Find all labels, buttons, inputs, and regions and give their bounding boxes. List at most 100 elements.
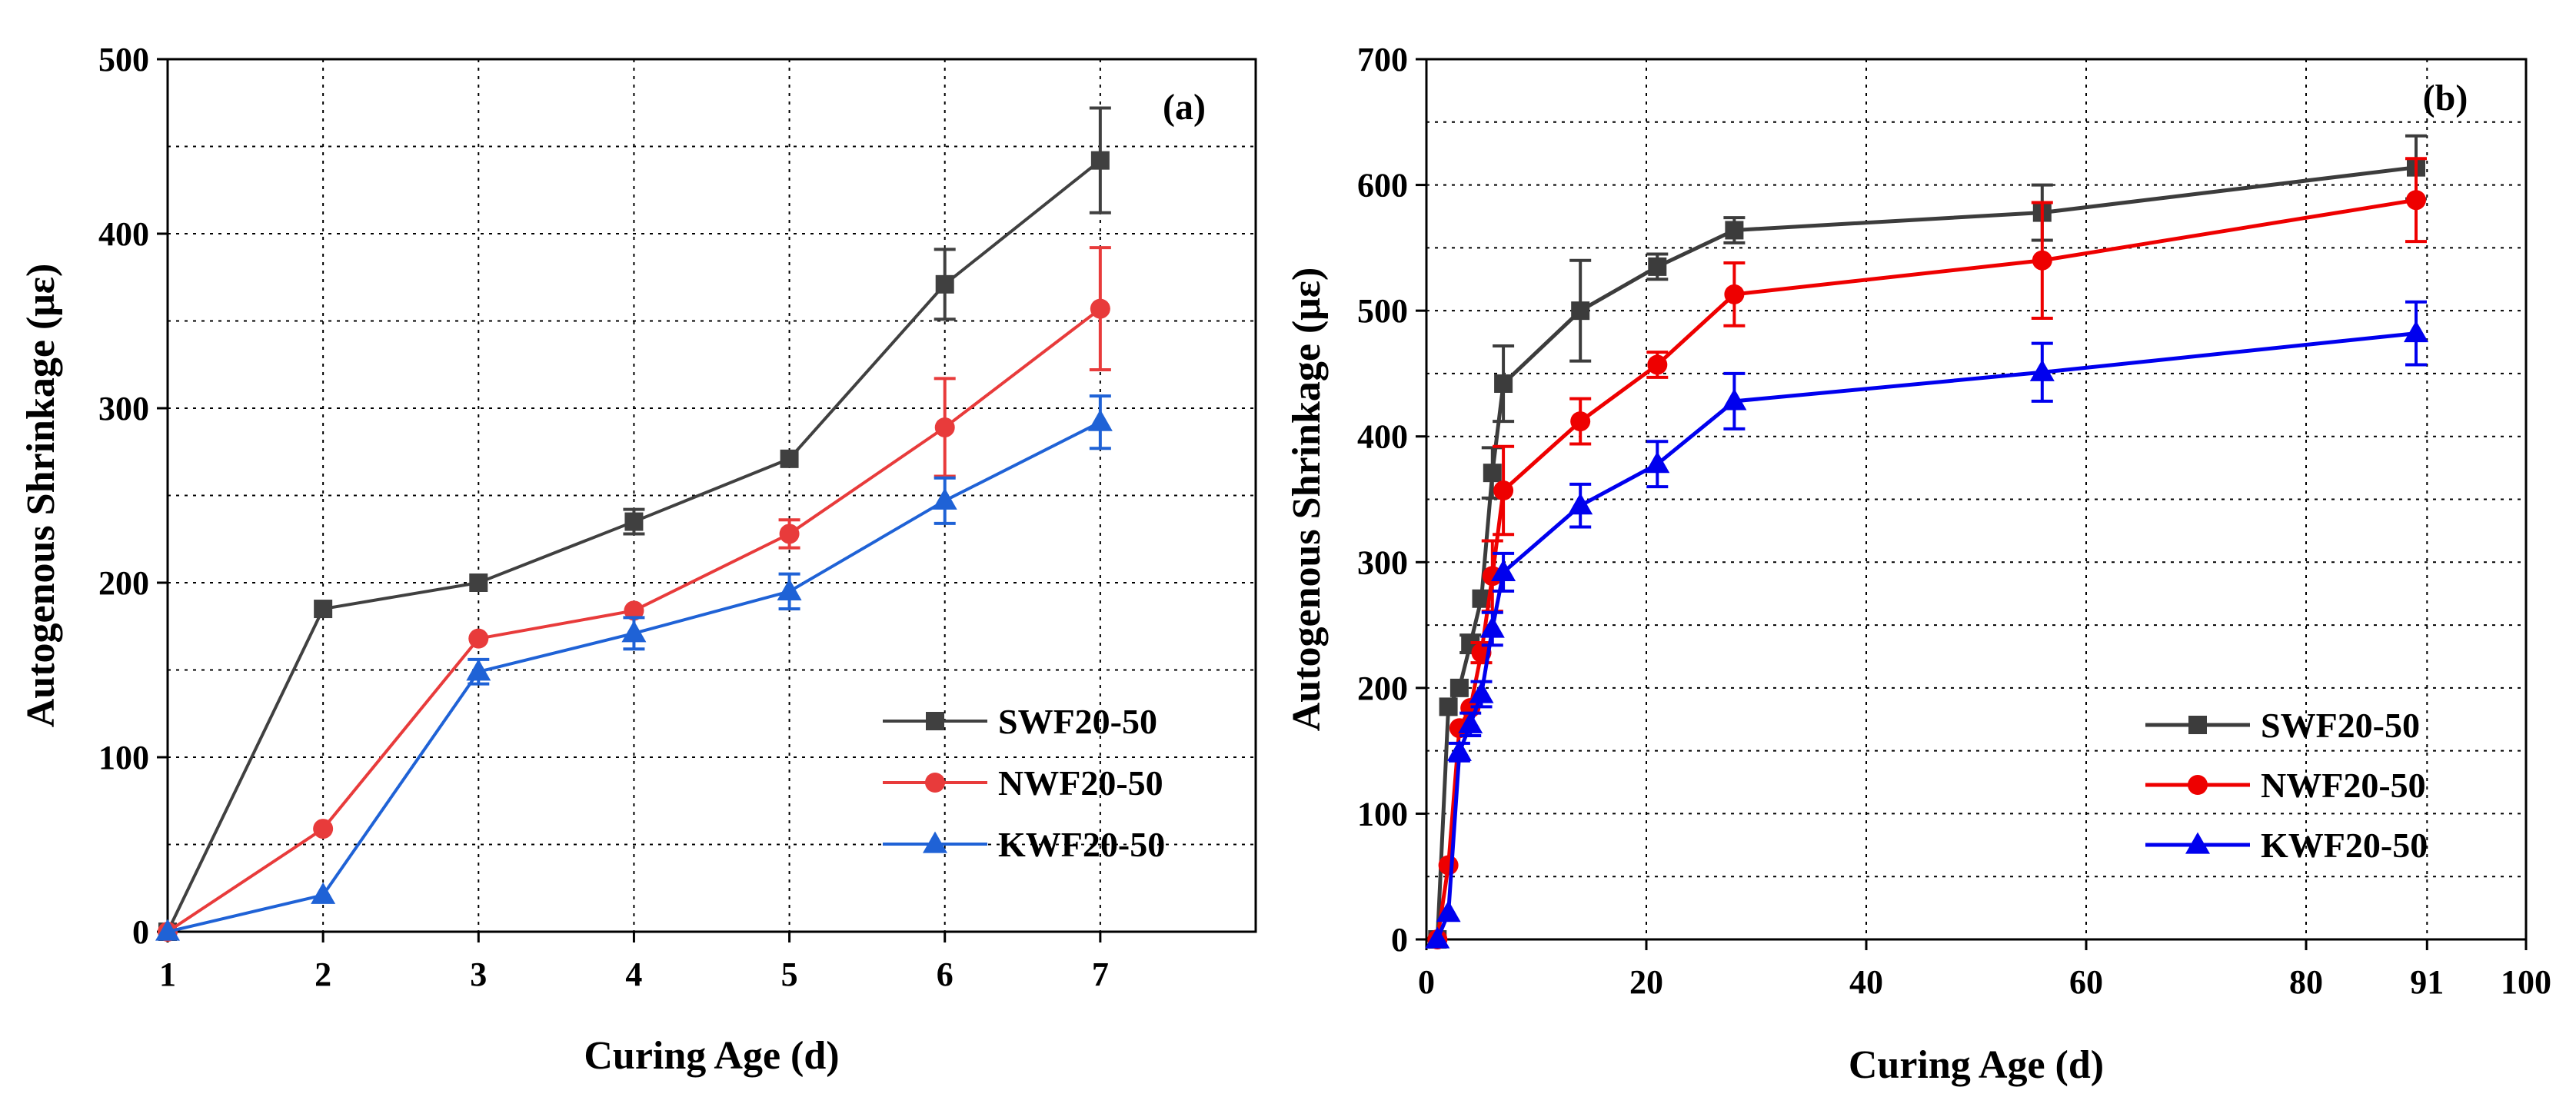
legend-marker xyxy=(925,773,945,793)
data-point xyxy=(777,578,802,600)
data-point xyxy=(935,274,954,294)
legend-marker xyxy=(926,712,944,730)
x-tick-label: 7 xyxy=(1092,956,1109,993)
data-point xyxy=(1483,464,1502,483)
y-tick-label: 300 xyxy=(1357,544,1408,581)
panel-b-chart: 0 100 200 300 400 500 600 700 0 20 40 60 80 91 100 Curi… xyxy=(1285,41,2551,1087)
data-point xyxy=(2403,321,2429,343)
legend-label: SWF20-50 xyxy=(998,702,1157,741)
x-tick-label: 40 xyxy=(1849,963,1883,1001)
data-point xyxy=(1090,151,1110,170)
data-point xyxy=(932,487,957,510)
data-point xyxy=(1571,301,1590,321)
legend-marker xyxy=(922,831,948,853)
series-line xyxy=(1435,331,2417,940)
y-tick-label: 400 xyxy=(1357,418,1408,456)
legend-label: NWF20-50 xyxy=(2261,766,2426,805)
data-point xyxy=(1645,451,1670,474)
legend-marker xyxy=(2188,775,2208,795)
data-point xyxy=(1436,900,1461,922)
data-point xyxy=(1648,257,1667,276)
y-tick-label: 700 xyxy=(1357,41,1408,78)
data-point xyxy=(314,600,333,619)
panel-a-chart: 0 100 200 300 400 500 1 2 3 4 5 6 7 Curing Age (d) Aut… xyxy=(19,41,1257,1078)
y-tick-label: 0 xyxy=(132,913,149,951)
panel-label: (b) xyxy=(2423,78,2468,118)
x-axis-title: Curing Age (d) xyxy=(1849,1043,2104,1087)
data-point xyxy=(311,882,336,904)
data-point xyxy=(1647,354,1668,375)
data-point xyxy=(780,449,799,468)
y-axis-title: Autogenous Shrinkage (με) xyxy=(19,264,63,728)
data-point xyxy=(468,628,489,649)
series-line xyxy=(166,159,1102,932)
y-tick-label: 500 xyxy=(98,41,149,78)
data-point xyxy=(1568,493,1593,515)
y-tick-label: 400 xyxy=(98,215,149,253)
x-tick-label: 80 xyxy=(2289,963,2323,1001)
legend-marker xyxy=(2185,832,2211,854)
x-tick-label: 20 xyxy=(1629,963,1663,1001)
y-tick-label: 500 xyxy=(1357,292,1408,330)
series-kwf20-50 xyxy=(1425,300,2429,949)
data-point xyxy=(624,512,644,531)
y-tick-label: 100 xyxy=(98,739,149,776)
legend-label: SWF20-50 xyxy=(2261,706,2420,745)
data-point xyxy=(1469,681,1494,703)
x-tick-label: 3 xyxy=(470,956,487,993)
data-point xyxy=(779,524,800,544)
data-point xyxy=(1425,926,1450,949)
data-point xyxy=(469,573,488,592)
data-point xyxy=(466,659,491,681)
y-tick-label: 600 xyxy=(1357,167,1408,204)
legend: SWF20-50 NWF20-50 KWF20-50 xyxy=(2145,706,2428,865)
series-kwf20-50 xyxy=(155,394,1113,941)
x-axis-title: Curing Age (d) xyxy=(584,1034,839,1078)
series-swf20-50 xyxy=(1428,134,2427,949)
legend-label: KWF20-50 xyxy=(998,825,1165,864)
x-tick-label: 100 xyxy=(2501,963,2551,1001)
plot-frame xyxy=(1425,58,2528,941)
y-axis-title: Autogenous Shrinkage (με) xyxy=(1285,268,1329,732)
legend-label: KWF20-50 xyxy=(2261,826,2428,865)
data-point xyxy=(934,417,955,437)
data-point xyxy=(1494,374,1513,394)
data-point xyxy=(2406,190,2426,211)
x-tick-label: 91 xyxy=(2410,963,2444,1001)
data-point xyxy=(1090,298,1110,319)
y-tick-label: 100 xyxy=(1357,795,1408,833)
data-point xyxy=(1570,411,1591,432)
series-swf20-50 xyxy=(158,106,1111,941)
x-tick-label: 1 xyxy=(159,956,176,993)
data-point xyxy=(2032,250,2052,271)
data-point xyxy=(1479,616,1505,638)
data-point xyxy=(1458,711,1483,733)
data-point xyxy=(1449,678,1469,697)
y-tick-label: 200 xyxy=(98,564,149,602)
grid-lines xyxy=(168,59,1256,932)
y-tick-label: 300 xyxy=(98,390,149,427)
series-line xyxy=(1435,165,2417,940)
x-tick-label: 2 xyxy=(315,956,331,993)
series-nwf20-50 xyxy=(158,246,1111,942)
data-point xyxy=(1491,559,1516,581)
data-point xyxy=(1493,480,1514,501)
data-point xyxy=(2029,359,2055,381)
legend: SWF20-50 NWF20-50 KWF20-50 xyxy=(883,702,1165,864)
x-tick-label: 0 xyxy=(1418,963,1435,1001)
data-point xyxy=(1446,739,1472,761)
data-point xyxy=(624,600,644,621)
data-point xyxy=(1438,855,1459,876)
y-tick-label: 200 xyxy=(1357,670,1408,707)
x-tick-label: 60 xyxy=(2069,963,2103,1001)
legend-marker xyxy=(2188,716,2207,734)
data-point xyxy=(1724,284,1745,304)
data-point xyxy=(1722,388,1747,411)
data-point xyxy=(621,620,647,643)
plot-frame xyxy=(166,58,1257,933)
data-point xyxy=(1087,409,1113,431)
y-tick-label: 0 xyxy=(1391,921,1408,959)
grid-lines xyxy=(1426,59,2526,939)
data-point xyxy=(313,819,334,839)
